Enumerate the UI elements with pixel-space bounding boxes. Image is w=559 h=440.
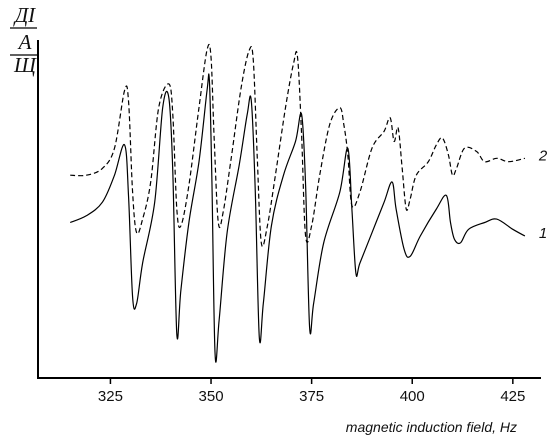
ylabel-part: Щ	[13, 53, 37, 77]
ylabel-part: ДI	[13, 3, 36, 27]
x-tick-label: 400	[400, 388, 425, 405]
x-tick-label: 375	[299, 388, 324, 405]
y-axis-label: ДI АЩ	[10, 3, 37, 77]
x-tick-label: 350	[199, 388, 224, 405]
series-2-label: 2	[538, 147, 548, 164]
series-1-label: 1	[539, 225, 547, 242]
ylabel-part: А	[17, 30, 32, 54]
x-ticks: 325 350 375 400 425	[98, 378, 525, 405]
x-tick-label: 425	[500, 388, 525, 405]
series-1-line	[69, 73, 526, 363]
series-layer: 12	[69, 43, 548, 363]
x-tick-label: 325	[98, 388, 123, 405]
x-axis-title: magnetic induction field, Hz	[346, 419, 517, 435]
series-2-line	[70, 43, 526, 248]
